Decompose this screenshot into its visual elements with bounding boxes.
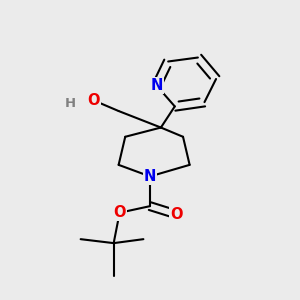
Text: O: O <box>113 205 126 220</box>
Text: N: N <box>144 169 156 184</box>
Text: H: H <box>65 97 76 110</box>
Text: O: O <box>88 93 100 108</box>
Text: N: N <box>150 78 163 93</box>
Text: O: O <box>170 207 183 222</box>
